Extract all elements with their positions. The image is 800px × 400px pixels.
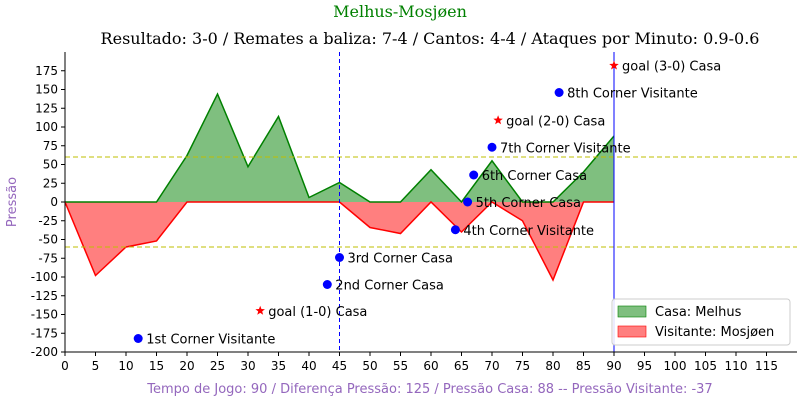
home-pressure-line [65,92,615,204]
x-tick-label: 75 [515,359,530,373]
x-tick-label: 30 [240,359,255,373]
x-tick-label: 50 [362,359,377,373]
away-pressure-area [65,202,614,280]
chart-title: Melhus-Mosjøen [333,2,467,21]
x-axis-label: Tempo de Jogo: 90 / Diferença Pressão: 1… [146,382,712,397]
legend-label: Visitante: Mosjøen [655,325,774,340]
event-label: goal (1-0) Casa [268,305,367,320]
x-tick-label: 20 [179,359,194,373]
x-tick-label: 105 [694,359,717,373]
goal-marker [609,60,619,70]
y-tick-label: -150 [31,308,58,322]
y-tick-label: -125 [31,289,58,303]
y-tick-label: 150 [35,83,58,97]
x-tick-label: 5 [92,359,100,373]
x-tick-label: 115 [755,359,778,373]
y-tick-label: 125 [35,101,58,115]
event-label: 1st Corner Visitante [146,333,275,348]
y-tick-label: 25 [43,176,58,190]
y-tick-label: 50 [43,158,58,172]
legend-swatch [617,325,647,338]
y-axis-label: Pressão [5,177,20,227]
x-tick-label: 110 [725,359,748,373]
x-tick-label: 15 [149,359,164,373]
x-tick-label: 100 [664,359,687,373]
corner-marker [450,225,460,235]
legend-label: Casa: Melhus [655,305,742,320]
corner-marker [469,170,479,180]
corner-marker [322,280,332,289]
event-label: goal (3-0) Casa [622,60,721,75]
y-tick-label: 0 [50,195,58,209]
y-tick-label: -175 [31,326,58,340]
event-label: goal (2-0) Casa [506,114,605,129]
x-tick-label: 65 [454,359,469,373]
y-tick-label: -100 [31,270,58,284]
legend-box [611,298,791,346]
event-label: 6th Corner Casa [482,169,587,184]
x-tick-label: 70 [484,359,499,373]
x-tick-label: 45 [332,359,347,373]
corner-marker [335,253,344,262]
corner-marker [554,88,564,97]
y-tick-label: -25 [38,214,58,228]
goal-marker [493,115,503,125]
x-tick-label: 55 [393,359,408,373]
y-tick-label: 75 [43,139,58,153]
x-tick-label: 25 [210,359,225,373]
x-tick-label: 10 [118,359,133,373]
legend: Casa: Melhus Visitante: Mosjøen [611,298,791,346]
y-tick-label: -50 [38,233,58,247]
y-tick-label: 175 [35,64,58,78]
event-label: 2nd Corner Casa [335,279,444,294]
x-tick-label: 35 [271,359,286,373]
x-tick-label: 0 [61,359,69,373]
event-label: 8th Corner Visitante [567,87,698,102]
event-label: 3rd Corner Casa [348,252,453,267]
corner-marker [133,334,143,343]
goal-marker [255,305,265,315]
y-tick-label: 100 [35,120,58,134]
x-tick-label: 60 [423,359,438,373]
x-tick-label: 80 [545,359,560,373]
x-tick-label: 95 [637,359,652,373]
corner-marker [487,142,497,152]
x-tick-label: 40 [301,359,316,373]
corner-marker [463,197,473,207]
event-label: 4th Corner Visitante [463,224,594,239]
event-label: 5th Corner Casa [476,196,581,211]
chart-subtitle: Resultado: 3-0 / Remates a baliza: 7-4 /… [101,29,760,48]
home-pressure-area [65,94,614,202]
x-tick-label: 85 [576,359,591,373]
y-tick-label: -200 [31,345,58,359]
x-tick-label: 90 [606,359,621,373]
event-label: 7th Corner Visitante [500,141,631,156]
legend-swatch [617,305,647,318]
y-tick-label: -75 [38,251,58,265]
